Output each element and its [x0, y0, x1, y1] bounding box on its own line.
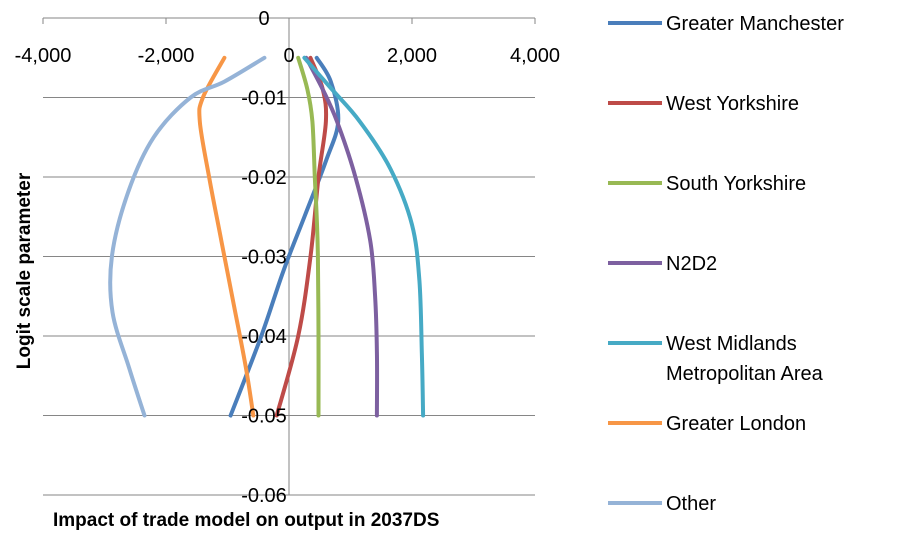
y-tick-label: 0 — [258, 8, 269, 30]
legend-item-west-yorkshire: West Yorkshire — [608, 93, 799, 115]
legend-item-south-yorkshire: South Yorkshire — [608, 173, 806, 195]
y-tick-label: -0.02 — [241, 167, 287, 189]
y-axis-title: Logit scale parameter — [14, 172, 35, 369]
legend-label: Metropolitan Area — [666, 363, 824, 385]
legend-label: Other — [666, 493, 716, 515]
x-tick-label: 0 — [283, 45, 294, 67]
legend-item-other: Other — [608, 493, 716, 515]
y-tick-label: -0.06 — [241, 485, 287, 507]
series-line-n2d2 — [304, 55, 380, 418]
series-line-other — [108, 55, 267, 418]
legend-item-n2d2: N2D2 — [608, 253, 717, 275]
legend-label: Greater Manchester — [666, 13, 844, 35]
y-tick-label: -0.01 — [241, 88, 287, 110]
legend-label: West Midlands — [666, 333, 797, 355]
legend-item-greater-london: Greater London — [608, 413, 806, 435]
x-tick-label: -4,000 — [15, 45, 72, 67]
x-tick-label: 2,000 — [387, 45, 437, 67]
series-line-south-yorkshire — [296, 55, 321, 418]
legend: Greater Manchester West Yorkshire South Yo… — [608, 13, 844, 515]
x-tick-label: 4,000 — [510, 45, 560, 67]
y-tick-label: -0.03 — [241, 247, 287, 269]
legend-label: South Yorkshire — [666, 173, 806, 195]
x-axis-title: Impact of trade model on output in 2037D… — [53, 510, 439, 531]
y-tick-label: -0.04 — [241, 326, 287, 348]
x-tick-label: -2,000 — [138, 45, 195, 67]
legend-label: N2D2 — [666, 253, 717, 275]
legend-item-greater-manchester: Greater Manchester — [608, 13, 844, 35]
y-tick-label: -0.05 — [241, 406, 287, 428]
legend-label: Greater London — [666, 413, 806, 435]
series-line-greater-london — [197, 55, 256, 418]
legend-label: West Yorkshire — [666, 93, 799, 115]
series-lines — [108, 55, 426, 418]
series-line-west-midlands-metropolitan-area — [302, 55, 426, 418]
series-line-greater-manchester — [228, 55, 341, 418]
legend-item-west-midlands-metropolitan-area: West Midlands Metropolitan Area — [608, 333, 824, 385]
tick-labels: 0 -0.01 -0.02 -0.03 -0.04 -0.05 -0.06 -4,000 -2,… — [15, 8, 560, 507]
